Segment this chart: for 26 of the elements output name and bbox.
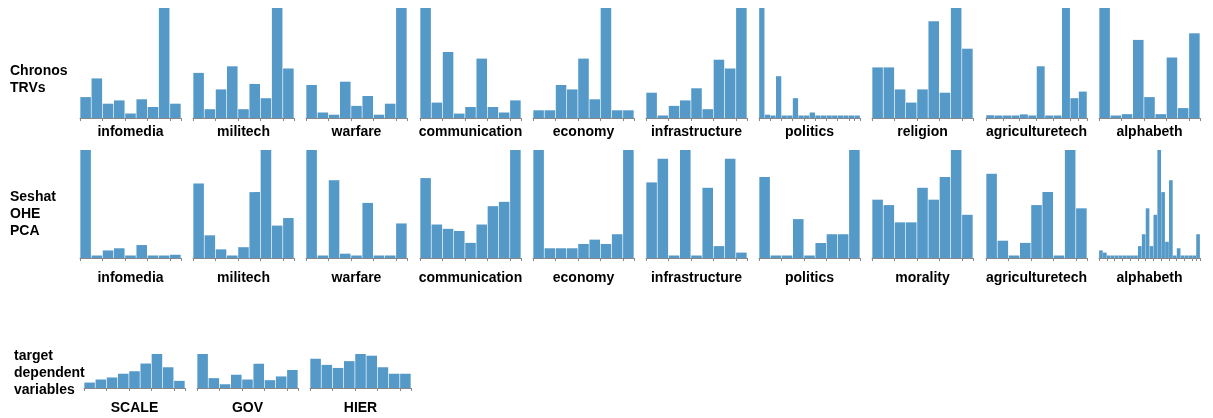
x-axis-title: alphabeth (1116, 123, 1183, 139)
x-axis-title: religion (897, 123, 949, 139)
x-axis-title: militech (217, 269, 271, 285)
x-axis-title: infrastructure (650, 269, 743, 285)
x-axis-title: warfare (330, 269, 382, 285)
x-axis-title: infomedia (97, 123, 164, 139)
x-axis-title: politics (785, 269, 835, 285)
y-axis-title: Chronos TRVs (10, 61, 68, 95)
x-axis-title: communication (418, 123, 522, 139)
x-axis-title: economy (552, 269, 615, 285)
x-axis-title: infomedia (97, 269, 164, 285)
x-axis-title: agriculturetech (985, 269, 1087, 285)
x-axis-title: SCALE (110, 399, 159, 415)
x-axis-title: infrastructure (650, 123, 743, 139)
x-axis-title: HIER (344, 399, 378, 415)
y-axis-title: target dependent variables (14, 346, 86, 397)
x-axis-title: GOV (232, 399, 264, 415)
y-axis-title: Seshat OHE PCA (10, 187, 57, 238)
x-axis-title: warfare (330, 123, 382, 139)
x-axis-title: alphabeth (1116, 269, 1183, 285)
x-axis-title: morality (895, 269, 951, 285)
x-axis-title: politics (785, 123, 835, 139)
x-axis-title: economy (552, 123, 615, 139)
x-axis-title: agriculturetech (985, 123, 1087, 139)
x-axis-title: communication (418, 269, 522, 285)
x-axis-title: militech (217, 123, 271, 139)
